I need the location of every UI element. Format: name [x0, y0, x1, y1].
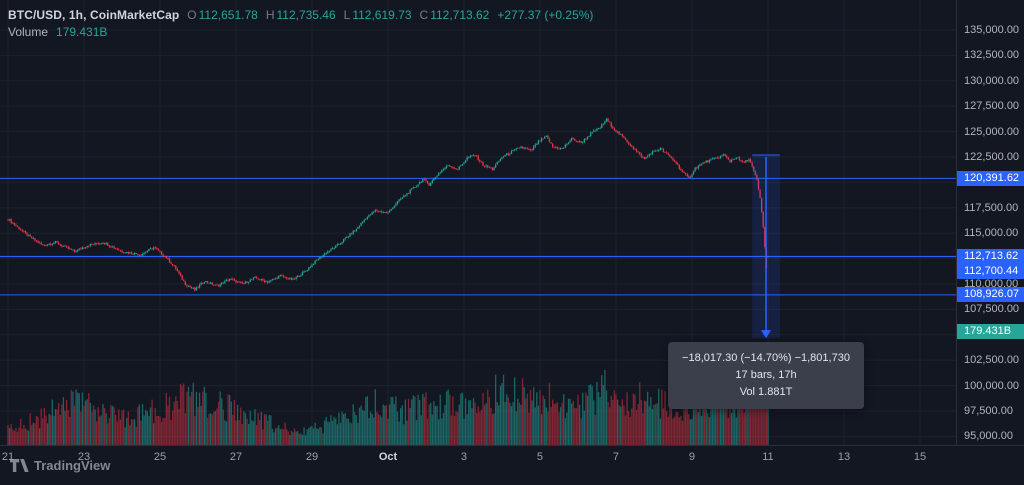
time-tick-label: 23 — [77, 451, 91, 463]
legend-row-symbol: BTC/USD, 1h, CoinMarketCap O 112,651.78 H 1… — [8, 6, 593, 23]
time-tick-label: 9 — [688, 451, 696, 463]
price-tick-label: 127,500.00 — [964, 100, 1020, 113]
measure-tooltip: −18,017.30 (−14.70%) −1,801,730 17 bars,… — [668, 342, 864, 410]
price-line-badge: 112,713.62 — [957, 248, 1024, 264]
candle-wicks-down — [7, 117, 767, 292]
price-axis[interactable]: 135,000.00 132,500.00 130,000.00 127,500.00… — [956, 0, 1024, 445]
time-tick-label: 3 — [460, 451, 468, 463]
time-tick-label: 25 — [153, 451, 167, 463]
chart-plot-area[interactable]: BTC/USD, 1h, CoinMarketCap O 112,651.78 H 1… — [0, 0, 956, 445]
time-tick-label: 11 — [762, 451, 774, 463]
measure-tooltip-line-volume: Vol 1.881T — [739, 386, 793, 399]
change-value: +277.37 (+0.25%) — [497, 7, 594, 22]
ohlc-item: O 112,651.78 — [187, 8, 258, 22]
price-tick-label: 135,000.00 — [964, 24, 1020, 36]
price-line-badge: 112,700.44 — [957, 264, 1024, 280]
ohlc-letter: H — [265, 7, 275, 22]
time-tick-label: 7 — [612, 451, 620, 463]
ohlc-item: H 112,735.46 — [266, 8, 336, 22]
price-line-badge: 108,926.07 — [957, 287, 1024, 303]
ohlc-letter: C — [419, 7, 429, 22]
candle-bodies-up — [8, 118, 769, 291]
time-tick-label: 15 — [913, 451, 927, 463]
ohlc-value: 112,619.73 — [352, 7, 412, 22]
ohlc-value: 112,651.78 — [198, 7, 258, 22]
price-tick-label: 100,000.00 — [964, 379, 1020, 392]
volume-value: 179.431B — [56, 24, 108, 39]
price-tick-label: 125,000.00 — [964, 125, 1020, 138]
price-tick-label: 130,000.00 — [964, 74, 1020, 87]
ohlc-value: 112,713.62 — [430, 7, 490, 22]
price-tick-label: 115,000.00 — [964, 227, 1019, 240]
legend-row-volume: Volume 179.431B — [8, 23, 593, 40]
ohlc-letter: O — [187, 7, 197, 22]
price-tick-label: 117,500.00 — [964, 201, 1019, 214]
volume-bars-up — [8, 369, 769, 445]
volume-bars-down — [7, 370, 768, 445]
ohlc-item: C 112,713.62 — [420, 8, 490, 22]
ohlc-value: 112,735.46 — [276, 7, 336, 22]
measure-tooltip-line-bars: 17 bars, 17h — [735, 369, 797, 382]
time-tick-label: 5 — [536, 451, 544, 463]
symbol-title[interactable]: BTC/USD, 1h, CoinMarketCap — [8, 7, 180, 22]
legend-ohlc: O 112,651.78 H 112,735.46 L 112,619.73 C 112,71… — [187, 8, 489, 22]
price-tick-label: 122,500.00 — [964, 151, 1020, 163]
time-axis[interactable]: 21 23 25 27 29 Oct 3 5 7 9 11 13 15 — [0, 445, 1024, 485]
price-tick-label: 97,500.00 — [964, 405, 1013, 417]
ohlc-item: L 112,619.73 — [344, 8, 412, 22]
candle-wicks-up — [9, 118, 769, 291]
candlestick-chart[interactable] — [0, 0, 956, 445]
time-tick-label: Oct — [378, 451, 398, 463]
candle-bodies-down — [7, 118, 768, 291]
price-tick-label: 102,500.00 — [964, 354, 1020, 367]
time-tick-label: 29 — [305, 451, 319, 463]
chart-legend: BTC/USD, 1h, CoinMarketCap O 112,651.78 H 1… — [8, 6, 593, 40]
price-tick-label: 110,000.00 — [964, 278, 1019, 290]
volume-axis-badge: 179.431B — [957, 323, 1024, 339]
price-line-badge: 120,391.62 — [957, 170, 1024, 186]
price-tick-label: 107,500.00 — [964, 303, 1020, 316]
time-tick-label: 27 — [229, 451, 243, 463]
ohlc-letter: L — [343, 7, 351, 22]
measure-arrow-head — [761, 330, 771, 339]
tradingview-logo[interactable]: TradingView — [10, 458, 110, 473]
price-tick-label: 95,000.00 — [964, 430, 1013, 443]
tradingview-logo-icon — [10, 459, 29, 472]
measure-tooltip-line-price: −18,017.30 (−14.70%) −1,801,730 — [682, 352, 850, 365]
volume-label[interactable]: Volume — [8, 24, 49, 39]
time-tick-label: 13 — [837, 451, 851, 463]
tradingview-logo-text: TradingView — [34, 458, 111, 473]
price-tick-label: 132,500.00 — [964, 49, 1020, 62]
